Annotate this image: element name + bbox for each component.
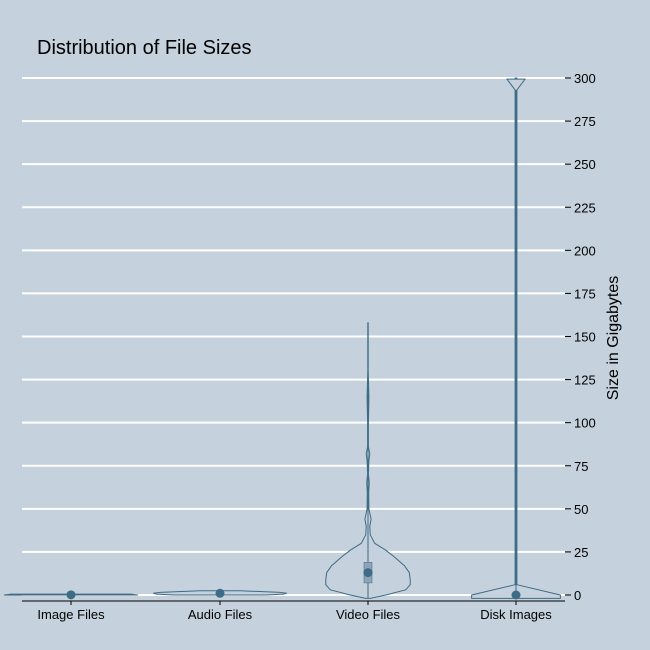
violin-median-dot — [66, 590, 76, 600]
x-tick-label: Disk Images — [480, 607, 552, 622]
y-tick-label: 300 — [574, 71, 596, 86]
gridlines — [22, 77, 565, 596]
x-tick-label: Video Files — [336, 607, 401, 622]
y-tick-label: 150 — [574, 330, 596, 345]
y-tick-label: 200 — [574, 243, 596, 258]
violin-median-dot — [215, 588, 225, 598]
y-tick-label: 0 — [574, 588, 581, 603]
y-axis-ticks: 0 25 50 75 100 125 150 175 200 225 250 275 300 — [565, 71, 596, 603]
violin-median-dot — [363, 568, 373, 578]
y-tick-label: 175 — [574, 286, 596, 301]
y-tick-label: 75 — [574, 459, 588, 474]
y-tick-label: 275 — [574, 114, 596, 129]
chart-title: Distribution of File Sizes — [37, 37, 252, 59]
y-tick-label: 25 — [574, 545, 588, 560]
x-tick-label: Audio Files — [188, 607, 253, 622]
violin-median-dot — [511, 590, 521, 600]
y-tick-label: 100 — [574, 416, 596, 431]
x-tick-label: Image Files — [37, 607, 105, 622]
violin-max-marker — [506, 78, 526, 93]
x-axis-ticks: Image Files Audio Files Video Files Disk Im… — [37, 601, 552, 622]
y-tick-label: 250 — [574, 157, 596, 172]
y-tick-label: 225 — [574, 200, 596, 215]
y-tick-label: 125 — [574, 373, 596, 388]
violins — [3, 77, 561, 600]
y-tick-label: 50 — [574, 502, 588, 517]
y-axis-label: Size in Gigabytes — [605, 276, 622, 401]
